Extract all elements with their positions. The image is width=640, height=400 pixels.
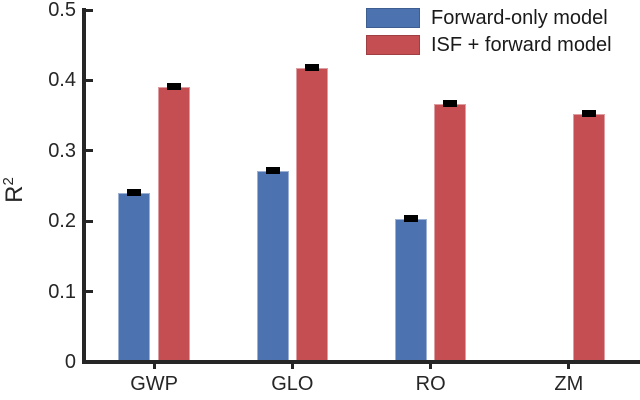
error-bar-glo-series0	[265, 166, 280, 174]
legend-label-isf-forward: ISF + forward model	[431, 34, 612, 56]
bar-ro-series1	[434, 104, 467, 364]
bar-gwp-series1	[157, 87, 190, 364]
bar-glo-series1	[296, 67, 329, 364]
y-tick-label: 0.3	[48, 139, 76, 162]
x-tick	[429, 362, 433, 369]
legend-swatch-forward-only	[366, 8, 420, 28]
y-axis-label-base: R	[1, 185, 28, 203]
bar-gwp-series0	[118, 193, 151, 364]
error-bar-ro-series1	[443, 100, 458, 108]
y-axis-label-exponent: 2	[0, 177, 17, 186]
legend: Forward-only model ISF + forward model	[366, 8, 612, 62]
y-tick-label: 0.1	[48, 280, 76, 303]
x-tick	[290, 362, 294, 369]
x-tick-label-zm: ZM	[554, 373, 584, 395]
y-tick-label: 0	[64, 351, 76, 373]
bar-ro-series0	[394, 219, 427, 364]
y-tick	[86, 290, 93, 294]
y-tick-label: 0.5	[48, 0, 76, 21]
x-tick-label-gwp: GWP	[130, 373, 179, 395]
x-axis-line	[82, 360, 640, 364]
y-axis-label: R2	[0, 145, 34, 235]
y-tick	[86, 8, 93, 12]
error-bar-zm-series1	[581, 110, 596, 118]
x-tick-label-glo: GLO	[271, 373, 314, 395]
error-bar-gwp-series0	[127, 189, 142, 197]
legend-entry-isf-forward: ISF + forward model	[366, 35, 612, 55]
bar-zm-series1	[572, 114, 605, 364]
error-bar-ro-series0	[403, 215, 418, 223]
x-tick	[567, 362, 571, 369]
error-bar-gwp-series1	[166, 83, 181, 91]
y-tick	[86, 149, 93, 153]
legend-swatch-isf-forward	[366, 35, 420, 55]
y-tick-label: 0.2	[48, 210, 76, 233]
bar-glo-series0	[256, 170, 289, 364]
x-tick	[152, 362, 156, 369]
error-bar-glo-series1	[305, 63, 320, 71]
y-tick	[86, 219, 93, 223]
x-tick-label-ro: RO	[415, 373, 446, 395]
y-axis-line	[82, 8, 86, 364]
legend-label-forward-only: Forward-only model	[431, 7, 608, 29]
y-tick-label: 0.4	[48, 69, 76, 92]
y-tick	[86, 78, 93, 82]
legend-entry-forward-only: Forward-only model	[366, 8, 612, 28]
